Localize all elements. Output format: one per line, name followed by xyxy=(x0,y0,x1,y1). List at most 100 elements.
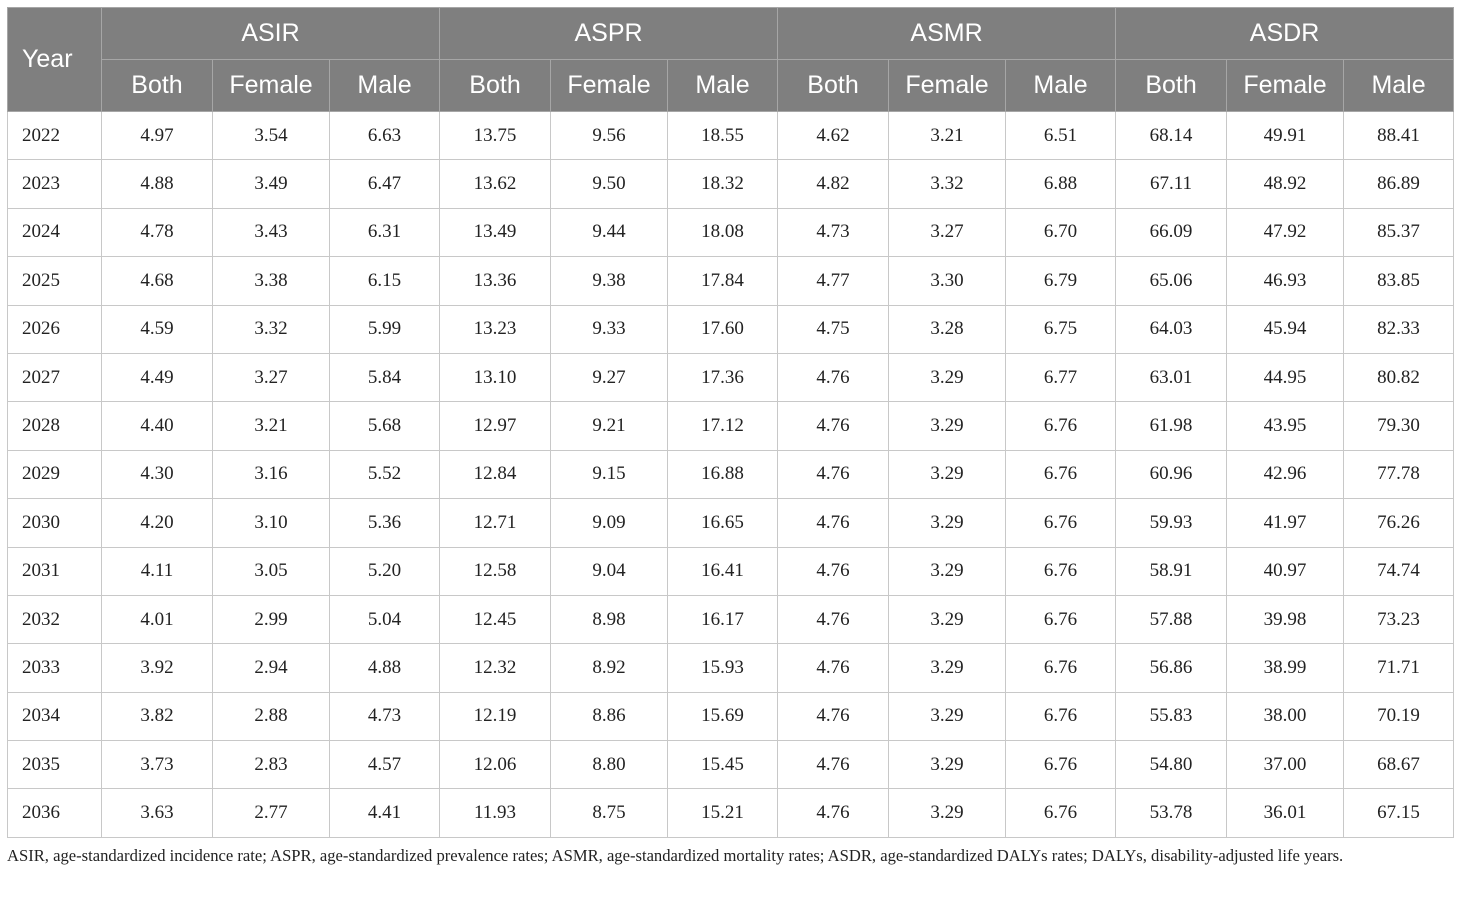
value-cell: 6.77 xyxy=(1005,352,1117,403)
subheader-male: Male xyxy=(1005,59,1117,112)
value-cell: 17.84 xyxy=(667,256,779,306)
data-table-container: Year ASIR ASPR ASMR ASDR Both Female Mal… xyxy=(7,7,1455,838)
year-cell: 2036 xyxy=(7,788,102,838)
value-cell: 2.77 xyxy=(212,788,330,838)
value-cell: 4.82 xyxy=(777,159,890,209)
value-cell: 12.45 xyxy=(439,594,552,645)
value-cell: 3.49 xyxy=(212,159,330,209)
value-cell: 5.52 xyxy=(328,449,441,500)
value-cell: 17.36 xyxy=(667,352,779,403)
value-cell: 5.36 xyxy=(328,498,441,548)
value-cell: 13.23 xyxy=(439,304,552,354)
value-cell: 15.21 xyxy=(667,788,779,838)
table-row: 2023 4.88 3.49 6.47 13.62 9.50 18.32 4.82 3.32 6.… xyxy=(7,159,1455,209)
value-cell: 4.49 xyxy=(101,352,213,403)
projection-table: Year ASIR ASPR ASMR ASDR Both Female Mal… xyxy=(7,7,1455,838)
value-cell: 3.30 xyxy=(888,256,1007,306)
value-cell: 12.97 xyxy=(439,401,552,451)
value-cell: 44.95 xyxy=(1226,352,1345,403)
value-cell: 65.06 xyxy=(1115,256,1228,306)
value-cell: 59.93 xyxy=(1115,498,1228,548)
value-cell: 5.99 xyxy=(328,304,441,354)
value-cell: 3.29 xyxy=(888,740,1007,790)
value-cell: 3.73 xyxy=(101,740,213,790)
value-cell: 8.92 xyxy=(550,643,669,693)
value-cell: 9.38 xyxy=(550,256,669,306)
group-header-asdr: ASDR xyxy=(1115,7,1455,60)
value-cell: 6.63 xyxy=(328,110,441,161)
table-row: 2033 3.92 2.94 4.88 12.32 8.92 15.93 4.76 3.29 6.… xyxy=(7,643,1455,693)
value-cell: 5.04 xyxy=(328,594,441,645)
value-cell: 77.78 xyxy=(1343,449,1455,500)
value-cell: 4.78 xyxy=(101,207,213,258)
value-cell: 46.93 xyxy=(1226,256,1345,306)
value-cell: 9.09 xyxy=(550,498,669,548)
value-cell: 6.15 xyxy=(328,256,441,306)
value-cell: 6.79 xyxy=(1005,256,1117,306)
value-cell: 4.20 xyxy=(101,498,213,548)
value-cell: 6.47 xyxy=(328,159,441,209)
group-header-aspr: ASPR xyxy=(439,7,779,60)
value-cell: 4.30 xyxy=(101,449,213,500)
subheader-female: Female xyxy=(1226,59,1345,112)
value-cell: 4.68 xyxy=(101,256,213,306)
value-cell: 79.30 xyxy=(1343,401,1455,451)
value-cell: 9.15 xyxy=(550,449,669,500)
value-cell: 15.69 xyxy=(667,691,779,742)
value-cell: 4.76 xyxy=(777,788,890,838)
value-cell: 6.76 xyxy=(1005,594,1117,645)
value-cell: 60.96 xyxy=(1115,449,1228,500)
value-cell: 63.01 xyxy=(1115,352,1228,403)
subheader-both: Both xyxy=(101,59,213,112)
subheader-both: Both xyxy=(1115,59,1228,112)
value-cell: 9.56 xyxy=(550,110,669,161)
value-cell: 18.55 xyxy=(667,110,779,161)
value-cell: 4.41 xyxy=(328,788,441,838)
value-cell: 58.91 xyxy=(1115,546,1228,596)
subheader-female: Female xyxy=(212,59,330,112)
value-cell: 4.01 xyxy=(101,594,213,645)
year-cell: 2029 xyxy=(7,449,102,500)
table-row: 2036 3.63 2.77 4.41 11.93 8.75 15.21 4.76 3.29 6.… xyxy=(7,788,1455,838)
table-body: 2022 4.97 3.54 6.63 13.75 9.56 18.55 4.62 3.21 6.… xyxy=(7,110,1455,838)
value-cell: 9.21 xyxy=(550,401,669,451)
table-row: 2028 4.40 3.21 5.68 12.97 9.21 17.12 4.76 3.29 6.… xyxy=(7,401,1455,451)
table-row: 2025 4.68 3.38 6.15 13.36 9.38 17.84 4.77 3.30 6.… xyxy=(7,256,1455,306)
value-cell: 70.19 xyxy=(1343,691,1455,742)
subheader-male: Male xyxy=(667,59,779,112)
value-cell: 3.29 xyxy=(888,401,1007,451)
value-cell: 3.27 xyxy=(212,352,330,403)
value-cell: 6.76 xyxy=(1005,546,1117,596)
value-cell: 6.51 xyxy=(1005,110,1117,161)
value-cell: 4.40 xyxy=(101,401,213,451)
value-cell: 12.71 xyxy=(439,498,552,548)
value-cell: 11.93 xyxy=(439,788,552,838)
value-cell: 71.71 xyxy=(1343,643,1455,693)
value-cell: 56.86 xyxy=(1115,643,1228,693)
value-cell: 83.85 xyxy=(1343,256,1455,306)
value-cell: 36.01 xyxy=(1226,788,1345,838)
value-cell: 12.19 xyxy=(439,691,552,742)
table-header: Year ASIR ASPR ASMR ASDR Both Female Mal… xyxy=(7,7,1455,112)
value-cell: 6.75 xyxy=(1005,304,1117,354)
value-cell: 13.36 xyxy=(439,256,552,306)
value-cell: 17.60 xyxy=(667,304,779,354)
value-cell: 4.62 xyxy=(777,110,890,161)
value-cell: 80.82 xyxy=(1343,352,1455,403)
value-cell: 4.76 xyxy=(777,594,890,645)
table-row: 2032 4.01 2.99 5.04 12.45 8.98 16.17 4.76 3.29 6.… xyxy=(7,594,1455,645)
value-cell: 15.93 xyxy=(667,643,779,693)
value-cell: 64.03 xyxy=(1115,304,1228,354)
value-cell: 12.58 xyxy=(439,546,552,596)
value-cell: 16.88 xyxy=(667,449,779,500)
value-cell: 3.29 xyxy=(888,546,1007,596)
table-row: 2029 4.30 3.16 5.52 12.84 9.15 16.88 4.76 3.29 6.… xyxy=(7,449,1455,500)
value-cell: 67.11 xyxy=(1115,159,1228,209)
year-cell: 2027 xyxy=(7,352,102,403)
year-cell: 2026 xyxy=(7,304,102,354)
value-cell: 13.62 xyxy=(439,159,552,209)
header-row-sex: Both Female Male Both Female Male Both F… xyxy=(8,59,1455,112)
table-row: 2030 4.20 3.10 5.36 12.71 9.09 16.65 4.76 3.29 6.… xyxy=(7,498,1455,548)
value-cell: 61.98 xyxy=(1115,401,1228,451)
subheader-male: Male xyxy=(328,59,441,112)
